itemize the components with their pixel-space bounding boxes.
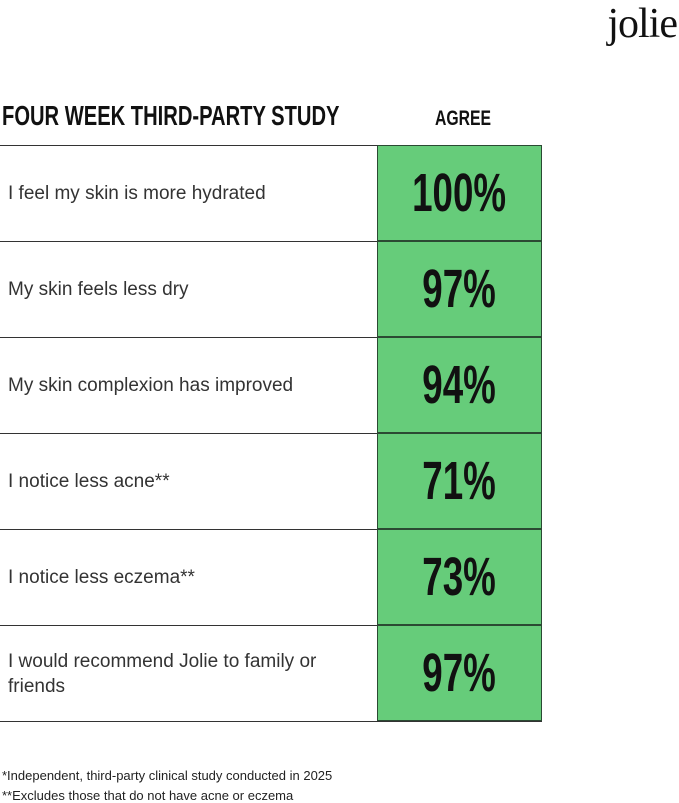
table-row: My skin feels less dry 97% <box>0 241 542 337</box>
statement: I notice less eczema** <box>8 567 195 588</box>
agree-value: 71% <box>422 451 497 511</box>
agree-value: 73% <box>422 547 497 607</box>
agree-cell: 94% <box>377 337 542 433</box>
table-row: I feel my skin is more hydrated 100% <box>0 145 542 241</box>
title: FOUR WEEK THIRD-PARTY STUDY <box>2 100 340 131</box>
agree-value: 97% <box>422 259 497 319</box>
agree-value: 100% <box>412 163 507 223</box>
agree-value: 94% <box>422 355 497 415</box>
agree-cell: 97% <box>377 241 542 337</box>
statement: My skin feels less dry <box>8 279 189 300</box>
statement: I would recommend Jolie to family or fri… <box>8 650 317 697</box>
statement: I notice less acne** <box>8 471 170 492</box>
brand-logo: jolie <box>607 1 678 47</box>
agree-cell: 71% <box>377 433 542 529</box>
footnote: **Excludes those that do not have acne o… <box>2 788 294 803</box>
table-row: I notice less eczema** 73% <box>0 529 542 625</box>
column-header: AGREE <box>435 107 492 130</box>
table-row: I notice less acne** 71% <box>0 433 542 529</box>
table-row: My skin complexion has improved 94% <box>0 337 542 433</box>
agree-cell: 100% <box>377 145 542 241</box>
agree-value: 97% <box>422 643 497 703</box>
statement: I feel my skin is more hydrated <box>8 183 266 204</box>
footnote: *Independent, third-party clinical study… <box>2 768 333 783</box>
agree-cell: 97% <box>377 625 542 721</box>
agree-cell: 73% <box>377 529 542 625</box>
statement: My skin complexion has improved <box>8 375 294 396</box>
table-row: I would recommend Jolie to family or fri… <box>0 625 542 722</box>
